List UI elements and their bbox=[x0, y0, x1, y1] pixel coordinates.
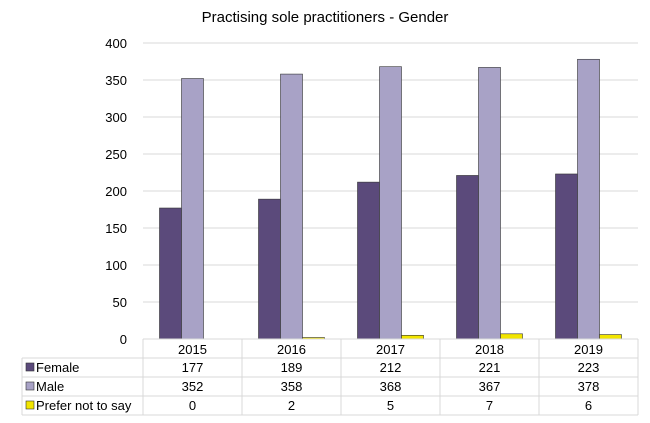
data-label: 177 bbox=[182, 360, 204, 375]
legend-swatch bbox=[25, 400, 35, 410]
y-tick-label: 400 bbox=[105, 36, 127, 51]
bar-female bbox=[456, 175, 479, 340]
bar-male bbox=[181, 78, 204, 340]
y-tick-label: 100 bbox=[105, 258, 127, 273]
y-tick-label: 200 bbox=[105, 184, 127, 199]
data-label: 358 bbox=[281, 379, 303, 394]
data-label: 367 bbox=[479, 379, 501, 394]
data-label: 368 bbox=[380, 379, 402, 394]
data-label: 5 bbox=[387, 398, 394, 413]
y-tick-label: 0 bbox=[120, 332, 127, 347]
x-tick-label: 2016 bbox=[277, 342, 306, 357]
legend-label: Prefer not to say bbox=[36, 398, 132, 413]
data-label: 0 bbox=[189, 398, 196, 413]
y-tick-label: 350 bbox=[105, 73, 127, 88]
bar-male bbox=[280, 73, 303, 340]
data-label: 2 bbox=[288, 398, 295, 413]
y-tick-label: 300 bbox=[105, 110, 127, 125]
legend-label: Male bbox=[36, 379, 64, 394]
data-label: 352 bbox=[182, 379, 204, 394]
legend-swatch bbox=[25, 362, 35, 372]
y-tick-label: 250 bbox=[105, 147, 127, 162]
chart-title: Practising sole practitioners - Gender bbox=[202, 9, 449, 26]
y-tick-label: 50 bbox=[113, 295, 127, 310]
bar-female bbox=[555, 173, 578, 340]
y-tick-label: 150 bbox=[105, 221, 127, 236]
bar-female bbox=[357, 181, 380, 340]
bar-prefer-not-to-say bbox=[500, 333, 523, 340]
x-tick-label: 2015 bbox=[178, 342, 207, 357]
data-label: 221 bbox=[479, 360, 501, 375]
x-tick-label: 2019 bbox=[574, 342, 603, 357]
data-label: 212 bbox=[380, 360, 402, 375]
data-label: 189 bbox=[281, 360, 303, 375]
bar-male bbox=[577, 58, 600, 340]
bar-female bbox=[258, 198, 281, 340]
legend-label: Female bbox=[36, 360, 79, 375]
bar-prefer-not-to-say bbox=[599, 334, 622, 340]
data-label: 378 bbox=[578, 379, 600, 394]
bars bbox=[159, 58, 622, 340]
y-axis-ticks: 0 50 100 150 200 250 300 350 400 bbox=[105, 36, 127, 347]
data-label: 6 bbox=[585, 398, 592, 413]
bar-prefer-not-to-say bbox=[401, 334, 424, 340]
data-label: 7 bbox=[486, 398, 493, 413]
bar-male bbox=[379, 66, 402, 340]
x-tick-label: 2018 bbox=[475, 342, 504, 357]
legend-swatch bbox=[25, 381, 35, 391]
bar-male bbox=[478, 67, 501, 340]
x-tick-label: 2017 bbox=[376, 342, 405, 357]
bar-female bbox=[159, 207, 182, 340]
data-label: 223 bbox=[578, 360, 600, 375]
